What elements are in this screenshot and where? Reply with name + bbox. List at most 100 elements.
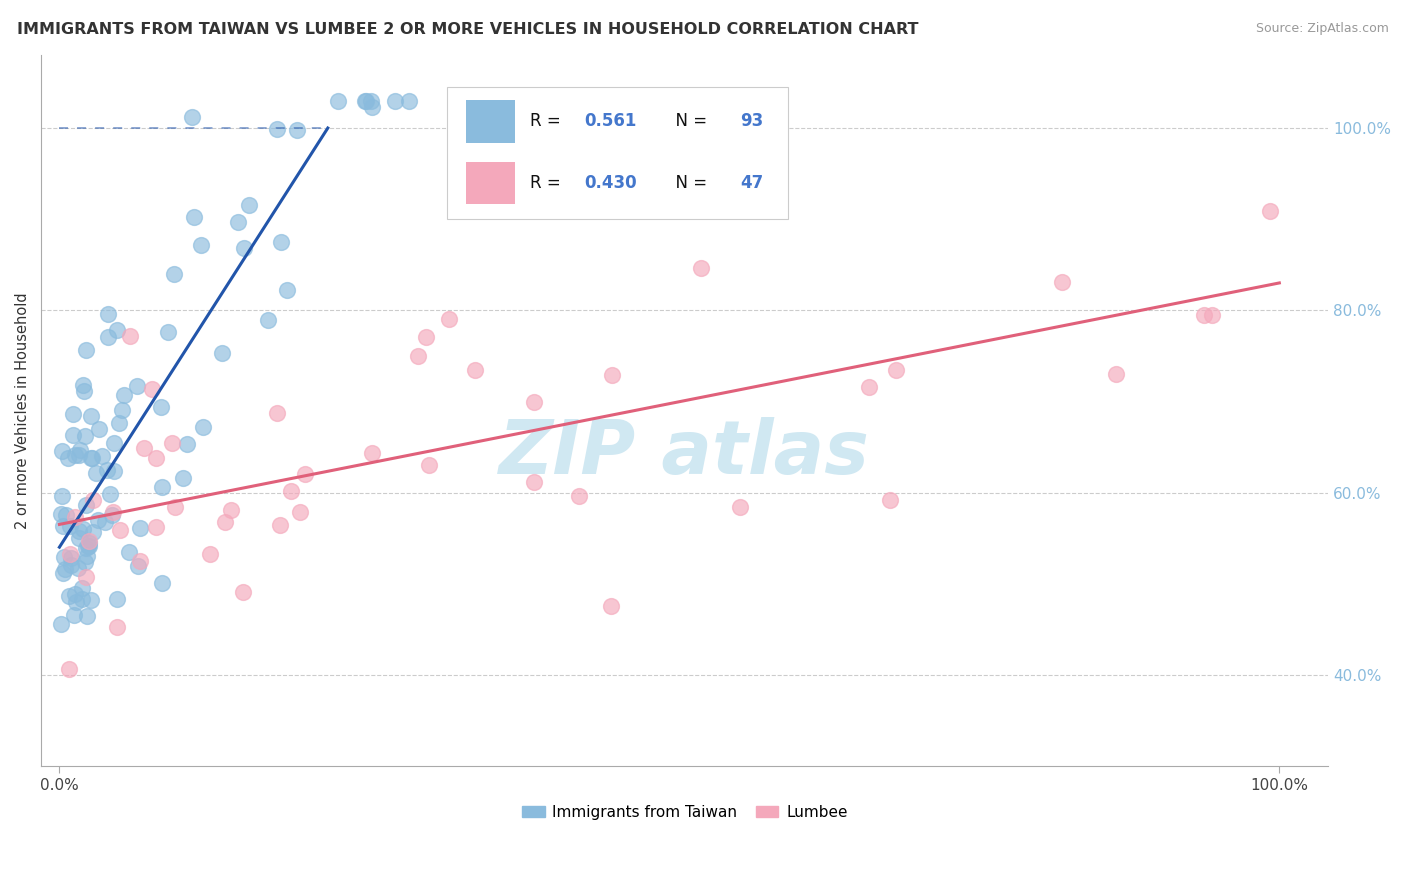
Point (52, 566, 75, 580)
Point (77, 539, 100, 553)
Point (523, 475, 546, 490)
Point (879, 493, 901, 508)
Point (150, 576, 173, 591)
Point (75, 569, 97, 583)
Point (884, 362, 907, 376)
Point (183, 210, 205, 224)
Point (76, 609, 98, 624)
Point (266, 406, 288, 420)
Point (858, 380, 880, 394)
Point (238, 198, 260, 212)
Point (266, 122, 288, 136)
Text: R =: R = (530, 112, 567, 130)
Point (56, 450, 79, 465)
Point (127, 379, 149, 393)
Text: R =: R = (530, 174, 567, 192)
Text: IMMIGRANTS FROM TAIWAN VS LUMBEE 2 OR MORE VEHICLES IN HOUSEHOLD CORRELATION CHA: IMMIGRANTS FROM TAIWAN VS LUMBEE 2 OR MO… (17, 22, 918, 37)
Point (66, 561, 89, 575)
Point (101, 508, 124, 522)
Point (72, 378, 94, 392)
Point (72, 522, 94, 536)
Point (51, 489, 73, 503)
Point (62, 408, 84, 422)
Point (1105, 367, 1128, 381)
Point (1201, 308, 1223, 322)
Point (150, 480, 173, 494)
Point (270, 235, 292, 249)
Text: Source: ZipAtlas.com: Source: ZipAtlas.com (1256, 22, 1389, 36)
Point (77, 534, 100, 549)
Point (360, 100, 382, 114)
Point (49, 507, 72, 521)
FancyBboxPatch shape (447, 87, 787, 219)
Point (290, 504, 312, 518)
Point (156, 326, 179, 340)
Point (59, 551, 82, 566)
Point (82, 492, 104, 507)
Point (190, 238, 212, 252)
Point (728, 500, 751, 515)
Point (80, 593, 103, 607)
Point (63, 608, 86, 623)
Point (77, 539, 100, 553)
Text: 93: 93 (740, 112, 763, 130)
Point (600, 599, 623, 613)
Point (1192, 308, 1215, 322)
Point (276, 284, 298, 298)
Point (112, 387, 135, 401)
Point (181, 110, 204, 124)
Point (75, 429, 97, 443)
Point (600, 368, 623, 383)
Point (51, 443, 73, 458)
Point (163, 267, 186, 281)
Point (285, 123, 308, 137)
Point (398, 94, 420, 108)
Y-axis label: 2 or more Vehicles in Household: 2 or more Vehicles in Household (15, 293, 30, 529)
Point (176, 437, 198, 451)
Point (280, 484, 302, 499)
Point (257, 312, 280, 326)
Point (58, 662, 80, 676)
Point (127, 558, 149, 573)
Point (63, 510, 86, 524)
Point (97, 307, 120, 321)
Point (59, 558, 82, 573)
Point (94, 515, 117, 529)
Point (326, 94, 349, 108)
Point (191, 420, 214, 434)
Point (233, 241, 256, 255)
Point (103, 435, 125, 450)
Point (80, 409, 103, 424)
Point (107, 417, 129, 431)
FancyBboxPatch shape (465, 161, 515, 204)
Point (105, 591, 128, 606)
Point (75, 343, 97, 357)
Point (211, 346, 233, 360)
Point (67, 448, 90, 462)
Point (437, 312, 460, 326)
Point (354, 94, 377, 108)
Point (67, 531, 90, 545)
Point (523, 395, 546, 409)
Point (415, 330, 437, 344)
Point (690, 261, 713, 276)
Point (101, 504, 124, 518)
Point (108, 523, 131, 537)
Point (232, 585, 254, 599)
Point (141, 382, 163, 396)
Point (145, 450, 167, 465)
Point (111, 402, 134, 417)
Point (82, 451, 104, 466)
Point (52, 549, 75, 564)
Point (91, 449, 114, 463)
Point (69, 442, 91, 457)
Point (67, 524, 90, 538)
Point (219, 503, 242, 517)
Point (49, 617, 72, 632)
Point (65, 595, 87, 609)
Point (77, 535, 100, 549)
Point (59, 519, 82, 533)
Point (160, 435, 183, 450)
Point (52, 518, 75, 533)
Point (1050, 275, 1073, 289)
